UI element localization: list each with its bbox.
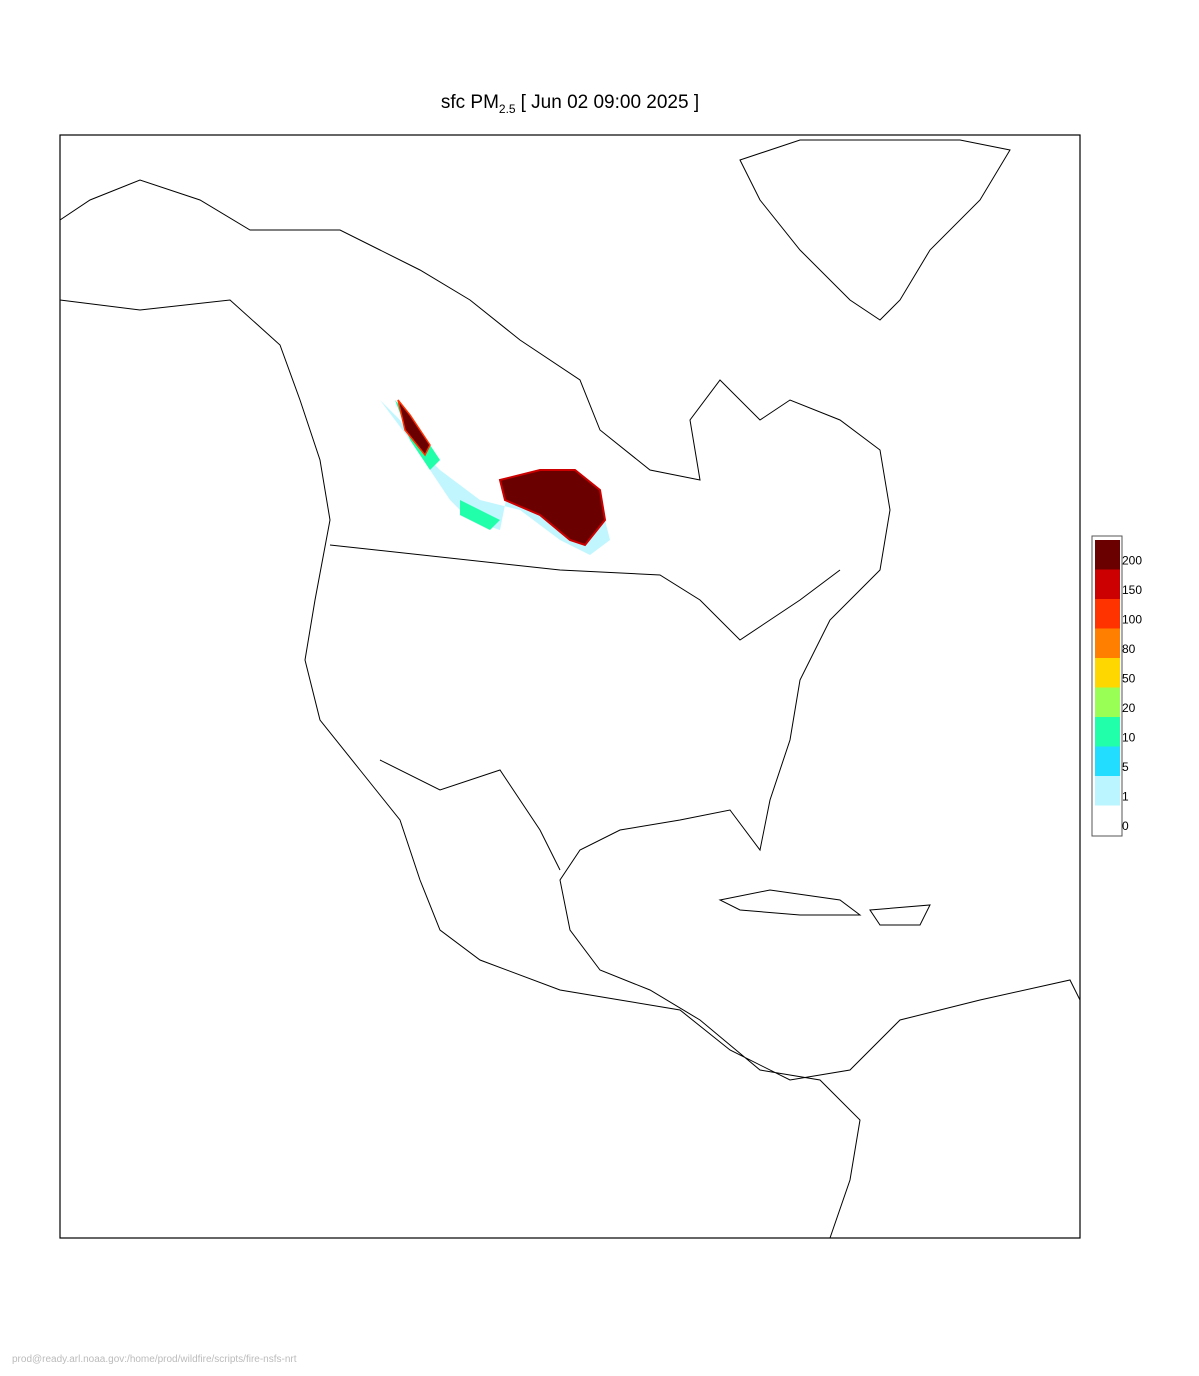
caribbean-islands xyxy=(718,889,931,926)
legend-swatch xyxy=(1095,687,1120,717)
smoke-plume-core xyxy=(397,399,431,457)
smoke-plume-core xyxy=(498,469,607,547)
map-area xyxy=(59,134,1081,1239)
title-suffix: [ Jun 02 09:00 2025 ] xyxy=(521,92,700,113)
legend-label: 5 xyxy=(1122,760,1129,774)
legend-label: 150 xyxy=(1122,583,1142,597)
legend-label: 100 xyxy=(1122,613,1142,627)
national-borders xyxy=(329,544,841,871)
legend-label: 80 xyxy=(1122,642,1136,656)
title-prefix: sfc PM xyxy=(441,92,499,113)
map-title: sfc PM2.5 [ Jun 02 09:00 2025 ] xyxy=(441,92,699,116)
map-frame xyxy=(59,134,1081,1239)
greenland-coastline xyxy=(739,139,1011,321)
legend-swatch xyxy=(1095,658,1120,688)
legend-swatch xyxy=(1095,746,1120,776)
legend-label: 1 xyxy=(1122,790,1129,804)
legend-swatch xyxy=(1095,540,1120,570)
legend-label: 200 xyxy=(1122,554,1142,568)
footer-path: prod@ready.arl.noaa.gov:/home/prod/wildf… xyxy=(12,1354,297,1365)
legend-swatch xyxy=(1095,717,1120,747)
legend-swatch xyxy=(1095,569,1120,599)
legend-swatch xyxy=(1095,805,1120,835)
legend-label: 50 xyxy=(1122,672,1136,686)
legend-label: 20 xyxy=(1122,701,1136,715)
legend-label: 10 xyxy=(1122,731,1136,745)
legend-swatch xyxy=(1095,599,1120,629)
title-subscript: 2.5 xyxy=(499,102,516,116)
coastline xyxy=(59,179,1081,1239)
legend-swatch xyxy=(1095,776,1120,806)
legend-label: 0 xyxy=(1122,819,1129,833)
legend-swatch xyxy=(1095,628,1120,658)
